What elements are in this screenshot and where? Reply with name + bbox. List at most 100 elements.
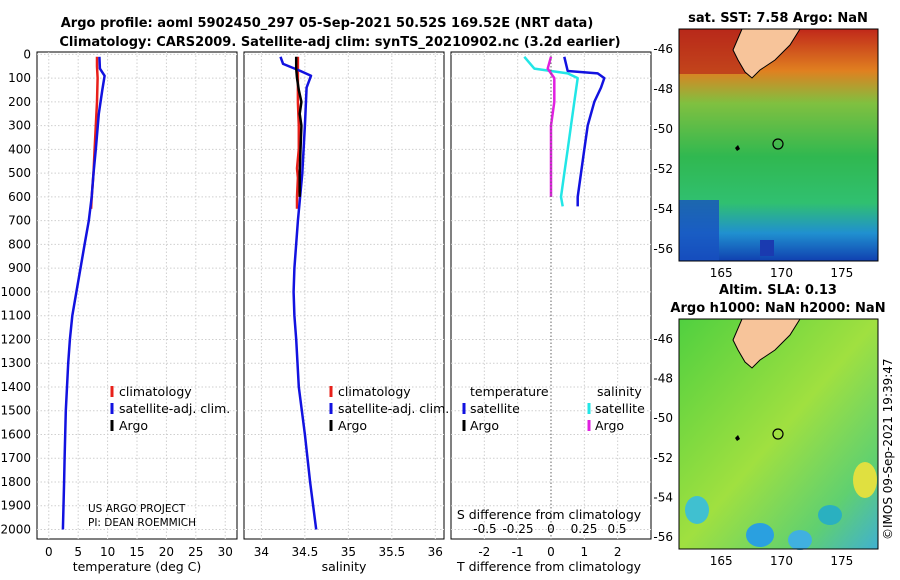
sla-eddy xyxy=(746,523,774,547)
legend-s-satellite: satellite xyxy=(595,401,645,416)
sla-map-frame xyxy=(678,318,879,550)
series-line-satellite-adj-clim- xyxy=(61,56,106,530)
series-line-satellite-adj-clim- xyxy=(279,56,318,530)
map-lat-tick: -54 xyxy=(653,202,673,216)
sst-island xyxy=(735,145,740,151)
legend-argo: Argo xyxy=(338,418,367,433)
depth-tick-label: 1400 xyxy=(0,380,31,394)
sla-eddy xyxy=(685,496,709,524)
x-tick-label: 2 xyxy=(614,545,622,559)
map-lat-tick: -52 xyxy=(653,162,673,176)
x-tick-label: 34.5 xyxy=(292,545,319,559)
x-tick-label: 0 xyxy=(45,545,53,559)
x-tick-label: 35 xyxy=(341,545,356,559)
depth-tick-label: 700 xyxy=(8,214,31,228)
sla-island xyxy=(735,435,740,441)
chart-title-line1: Argo profile: aoml 5902450_297 05-Sep-20… xyxy=(61,16,594,31)
map-lat-tick: -46 xyxy=(653,42,673,56)
depth-tick-label: 500 xyxy=(8,166,31,180)
map-lon-tick: 175 xyxy=(830,554,853,568)
depth-tick-label: 2000 xyxy=(0,522,31,536)
map-lat-tick: -52 xyxy=(653,451,673,465)
map-lon-tick: 165 xyxy=(710,266,733,280)
x-tick-label: 10 xyxy=(100,545,115,559)
sla-high xyxy=(853,462,877,498)
x-tick-label: -2 xyxy=(478,545,490,559)
depth-tick-label: 1100 xyxy=(0,309,31,323)
depth-tick-label: 1700 xyxy=(0,451,31,465)
legend-t-argo: Argo xyxy=(470,418,499,433)
project-note: US ARGO PROJECT xyxy=(88,503,186,515)
sla-eddy xyxy=(788,530,812,550)
depth-tick-label: 900 xyxy=(8,261,31,275)
salinity-legend: climatology satellite-adj. clim. Argo xyxy=(329,384,449,433)
sla-map-title2: Argo h1000: NaN h2000: NaN xyxy=(670,301,885,316)
map-lat-tick: -48 xyxy=(653,371,673,385)
watermark: ©IMOS 09-Sep-2021 19:39:47 xyxy=(881,358,895,540)
sla-field xyxy=(679,319,878,549)
map-lat-tick: -50 xyxy=(653,411,673,425)
x-tick-label: 1 xyxy=(581,545,589,559)
temperature-legend: climatology satellite-adj. clim. Argo xyxy=(110,384,230,433)
s-difference-label: S difference from climatology xyxy=(457,507,642,522)
x-tick-label: 30 xyxy=(218,545,233,559)
x-tick-label: 35.5 xyxy=(378,545,405,559)
sst-map xyxy=(678,28,879,262)
x-tick-label: 20 xyxy=(159,545,174,559)
temperature-xlabel: temperature (deg C) xyxy=(73,559,202,574)
legend-argo: Argo xyxy=(119,418,148,433)
depth-tick-label: 800 xyxy=(8,237,31,251)
map-lon-tick: 175 xyxy=(830,266,853,280)
legend-satellite-adj-clim: satellite-adj. clim. xyxy=(338,401,449,416)
legend-t-satellite: satellite xyxy=(470,401,520,416)
legend-satellite-adj-clim: satellite-adj. clim. xyxy=(119,401,230,416)
s-tick-label: -0.5 xyxy=(473,522,496,536)
depth-tick-label: 1600 xyxy=(0,427,31,441)
x-tick-label: 15 xyxy=(129,545,144,559)
sst-map-title: sat. SST: 7.58 Argo: NaN xyxy=(688,11,868,26)
map-lon-tick: 165 xyxy=(710,554,733,568)
sst-landmass xyxy=(732,28,801,79)
depth-tick-label: 200 xyxy=(8,95,31,109)
legend-climatology: climatology xyxy=(338,384,411,399)
salinity-panel xyxy=(243,51,445,540)
depth-tick-label: 1000 xyxy=(0,285,31,299)
s-tick-label: 0 xyxy=(547,522,555,536)
map-lat-tick: -50 xyxy=(653,122,673,136)
x-tick-label: 25 xyxy=(188,545,203,559)
difference-xlabel: T difference from climatology xyxy=(456,559,642,574)
difference-legend: temperature salinity satellite Argo sate… xyxy=(462,384,645,433)
series-line-argo xyxy=(294,56,303,197)
sla-eddy xyxy=(818,505,842,525)
depth-tick-label: 1200 xyxy=(0,332,31,346)
depth-tick-label: 600 xyxy=(8,190,31,204)
x-tick-label: -1 xyxy=(512,545,524,559)
depth-tick-label: 0 xyxy=(23,47,31,61)
sst-map-frame xyxy=(678,28,879,262)
map-lat-tick: -56 xyxy=(653,530,673,544)
sla-map-title1: Altim. SLA: 0.13 xyxy=(719,283,837,298)
x-tick-label: 36 xyxy=(428,545,443,559)
x-tick-label: 0 xyxy=(547,545,555,559)
sla-float-location xyxy=(772,428,784,440)
s-tick-label: 0.5 xyxy=(607,522,626,536)
depth-tick-label: 1800 xyxy=(0,475,31,489)
map-lat-tick: -54 xyxy=(653,490,673,504)
depth-tick-label: 1300 xyxy=(0,356,31,370)
x-tick-label: 34 xyxy=(254,545,269,559)
depth-tick-label: 400 xyxy=(8,142,31,156)
map-lat-tick: -46 xyxy=(653,332,673,346)
map-lon-tick: 170 xyxy=(770,554,793,568)
map-lat-tick: -48 xyxy=(653,82,673,96)
series-line-salinity-argo xyxy=(546,56,556,197)
legend-title-temperature: temperature xyxy=(470,384,549,399)
legend-climatology: climatology xyxy=(119,384,192,399)
depth-tick-label: 1900 xyxy=(0,499,31,513)
sst-float-location xyxy=(772,138,784,150)
pi-note: PI: DEAN ROEMMICH xyxy=(88,517,196,529)
sst-cold-patch xyxy=(679,200,719,261)
depth-tick-label: 1500 xyxy=(0,404,31,418)
s-tick-label: -0.25 xyxy=(502,522,533,536)
legend-title-salinity: salinity xyxy=(597,384,642,399)
